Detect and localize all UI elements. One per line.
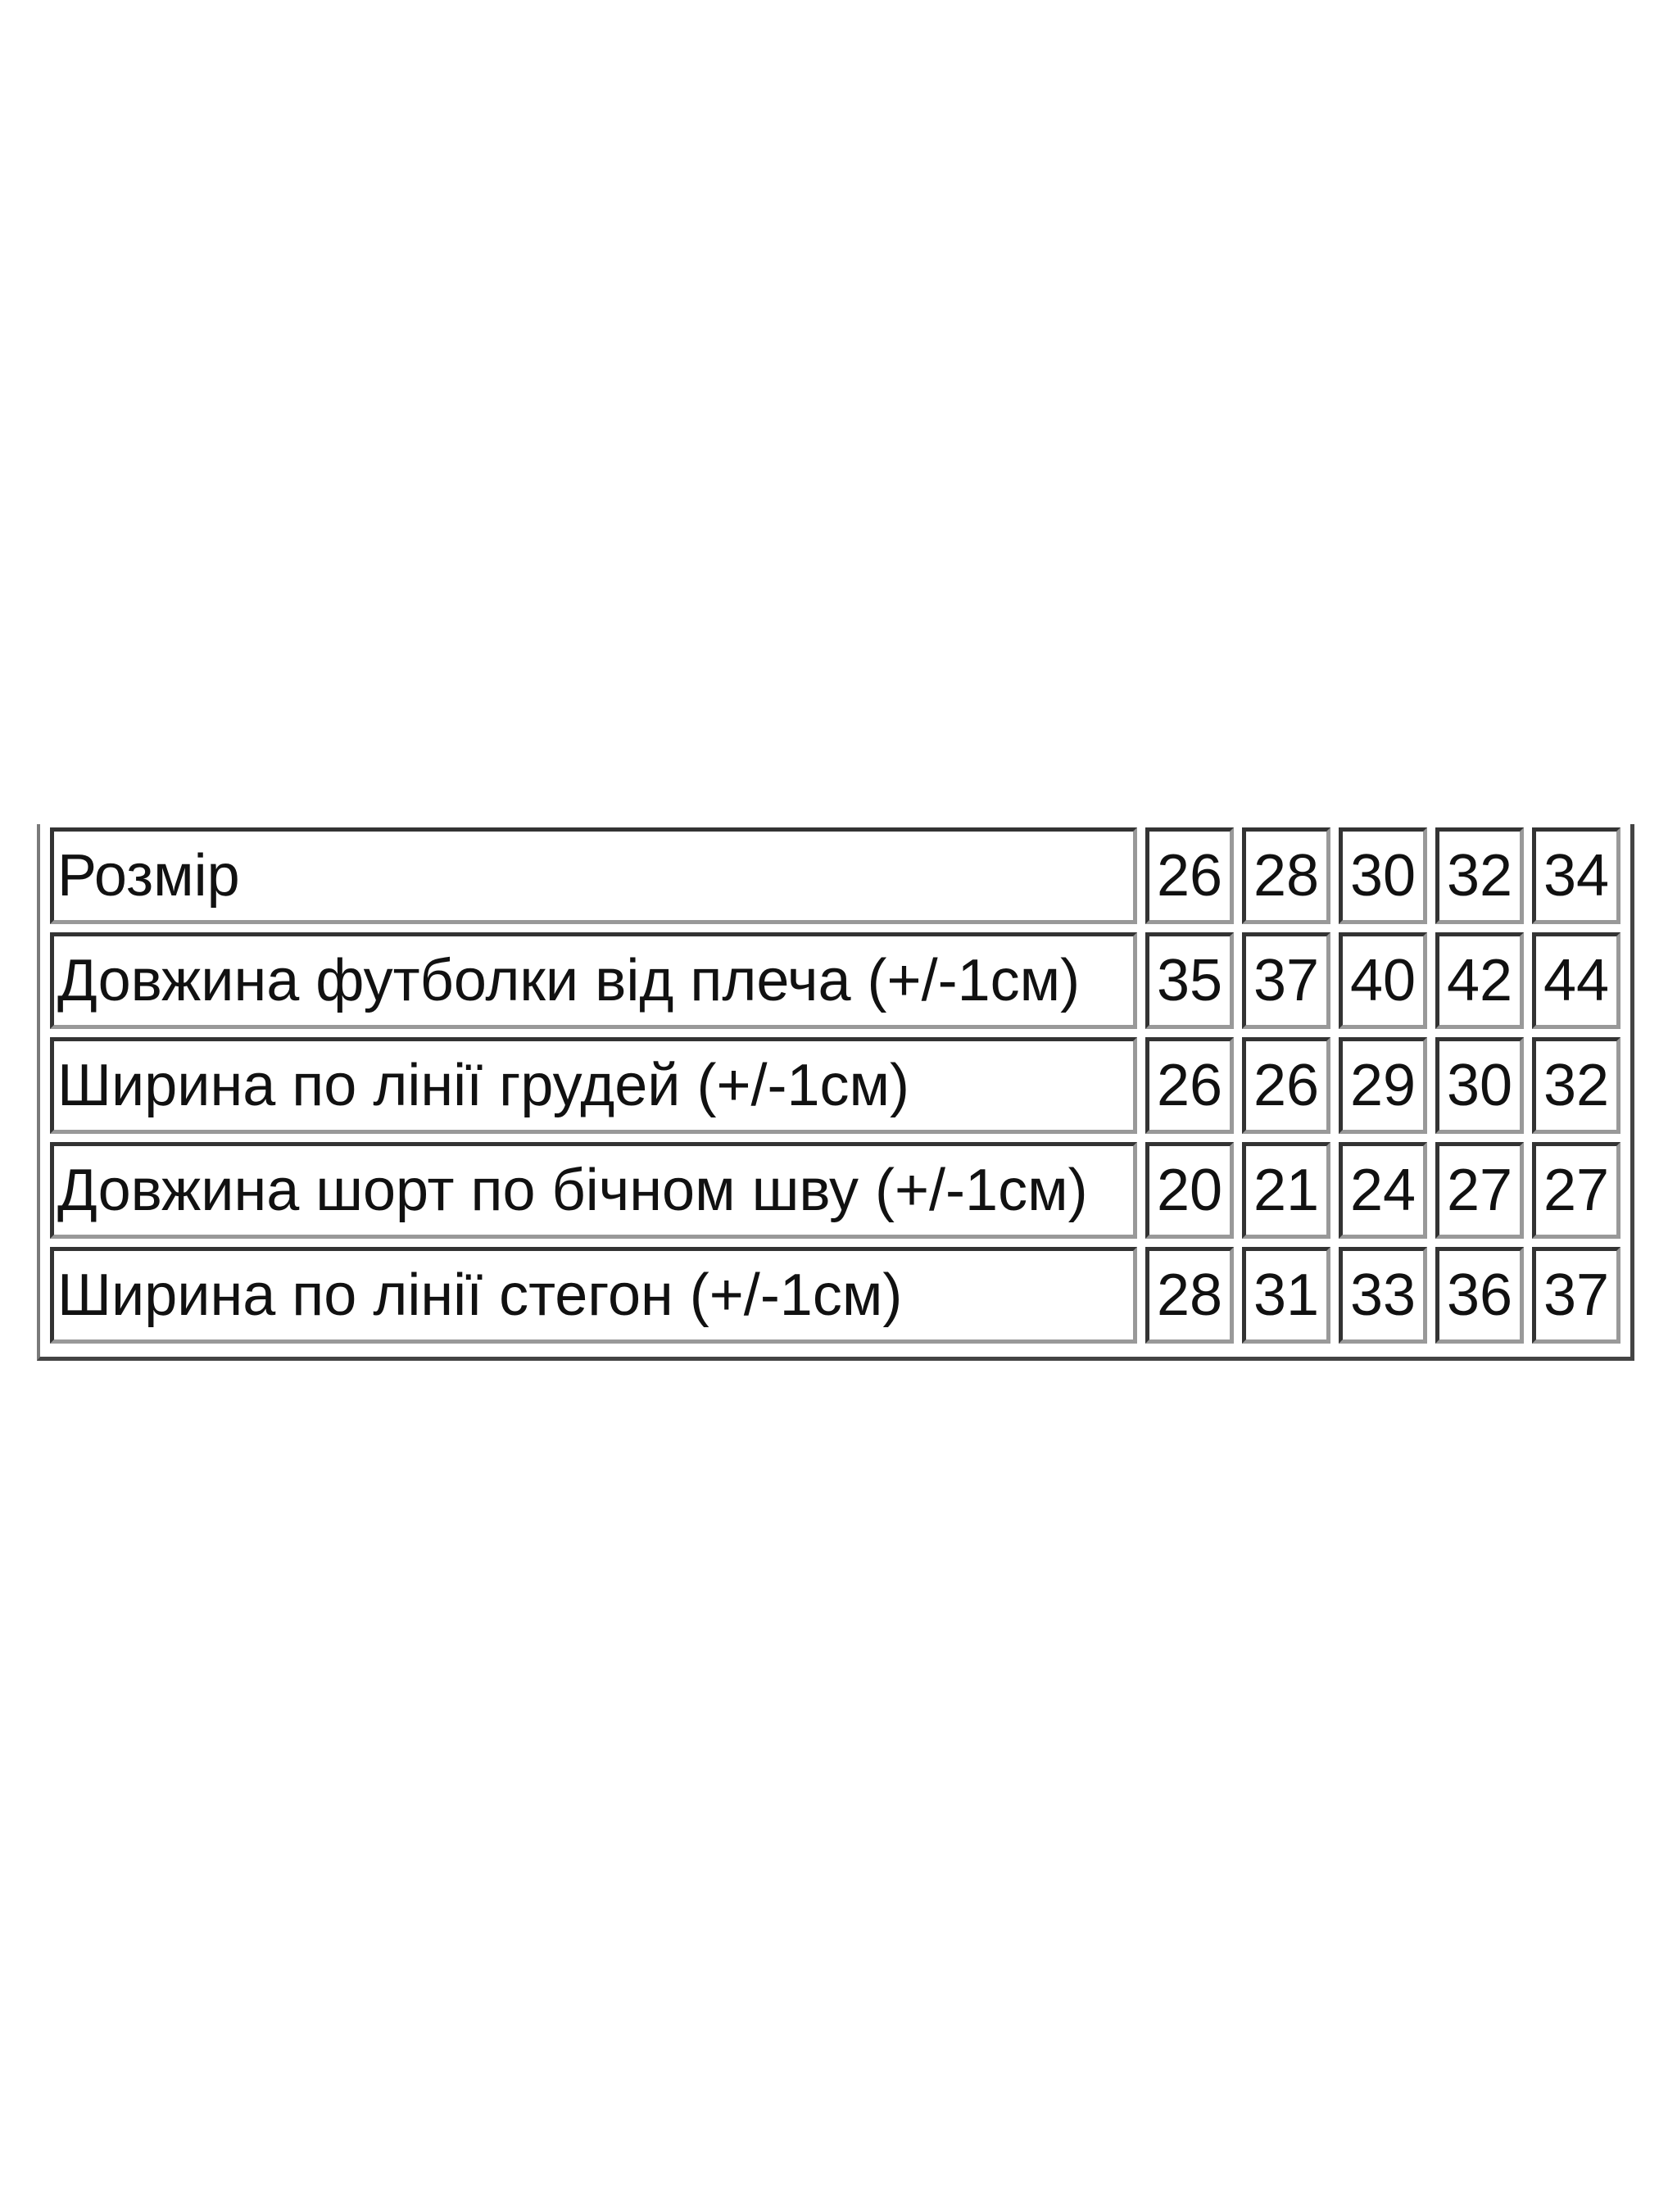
table-row: Ширина по лінії грудей (+/-1см) 26 26 29 30 3…	[50, 1037, 1620, 1134]
table-row: Довжина шорт по бічном шву (+/-1см) 20 21 2…	[50, 1142, 1620, 1239]
measurement-value: 44	[1532, 932, 1620, 1029]
measurement-value: 24	[1339, 1142, 1427, 1239]
measurement-value: 27	[1435, 1142, 1524, 1239]
measurement-value: 37	[1242, 932, 1330, 1029]
row-label: Ширина по лінії стегон (+/-1см)	[50, 1247, 1137, 1344]
size-table: Розмір 26 28 30 32 34 Довжина футболки від пле…	[42, 819, 1629, 1352]
size-value: 28	[1242, 827, 1330, 924]
row-label: Довжина футболки від плеча (+/-1см)	[50, 932, 1137, 1029]
measurement-value: 27	[1532, 1142, 1620, 1239]
measurement-value: 29	[1339, 1037, 1427, 1134]
measurement-value: 28	[1145, 1247, 1234, 1344]
size-header-row: Розмір 26 28 30 32 34	[50, 827, 1620, 924]
size-value: 30	[1339, 827, 1427, 924]
size-value: 34	[1532, 827, 1620, 924]
measurement-value: 35	[1145, 932, 1234, 1029]
measurement-value: 32	[1532, 1037, 1620, 1134]
size-value: 26	[1145, 827, 1234, 924]
row-label: Ширина по лінії грудей (+/-1см)	[50, 1037, 1137, 1134]
measurement-value: 31	[1242, 1247, 1330, 1344]
measurement-value: 26	[1242, 1037, 1330, 1134]
size-table-container: Розмір 26 28 30 32 34 Довжина футболки від пле…	[37, 824, 1634, 1361]
row-label: Розмір	[50, 827, 1137, 924]
measurement-value: 20	[1145, 1142, 1234, 1239]
measurement-value: 40	[1339, 932, 1427, 1029]
measurement-value: 42	[1435, 932, 1524, 1029]
measurement-value: 37	[1532, 1247, 1620, 1344]
table-row: Ширина по лінії стегон (+/-1см) 28 31 33 36 3…	[50, 1247, 1620, 1344]
measurement-value: 21	[1242, 1142, 1330, 1239]
size-value: 32	[1435, 827, 1524, 924]
measurement-value: 33	[1339, 1247, 1427, 1344]
measurement-value: 36	[1435, 1247, 1524, 1344]
table-row: Довжина футболки від плеча (+/-1см) 35 37 4…	[50, 932, 1620, 1029]
row-label: Довжина шорт по бічном шву (+/-1см)	[50, 1142, 1137, 1239]
measurement-value: 26	[1145, 1037, 1234, 1134]
measurement-value: 30	[1435, 1037, 1524, 1134]
